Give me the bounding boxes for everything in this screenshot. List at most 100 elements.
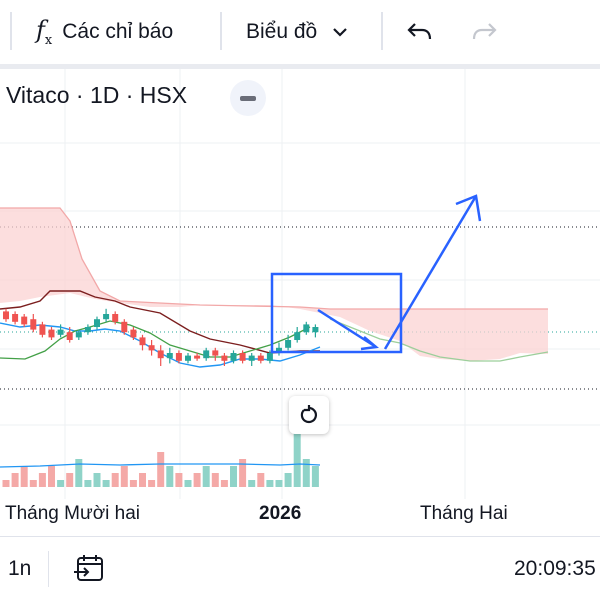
volume-bar bbox=[193, 473, 201, 487]
candle-body bbox=[39, 324, 46, 335]
volume-bar bbox=[120, 466, 128, 487]
toolbar-shadow bbox=[0, 64, 600, 69]
candle-body bbox=[103, 314, 110, 320]
volume-bar bbox=[220, 480, 228, 487]
toolbar-divider bbox=[381, 12, 383, 50]
kijun-line bbox=[0, 290, 320, 354]
volume-bar bbox=[139, 473, 146, 487]
top-toolbar: fx Các chỉ báo Biểu đồ bbox=[0, 0, 600, 64]
senkou-span-b bbox=[329, 318, 549, 362]
chart-type-label: Biểu đồ bbox=[246, 20, 318, 43]
bottom-bar: 1n 20:09:35 bbox=[0, 536, 600, 601]
redo-button[interactable] bbox=[470, 0, 498, 64]
candle-body bbox=[66, 332, 73, 340]
volume-bar bbox=[129, 480, 137, 487]
time-axis-label: Tháng Mười hai bbox=[5, 503, 141, 524]
volume-group bbox=[2, 431, 319, 487]
chart-type-button[interactable]: Biểu đồ bbox=[246, 0, 349, 64]
ichimoku-cloud bbox=[0, 208, 548, 361]
candle-body bbox=[121, 321, 128, 333]
candle-body bbox=[75, 332, 82, 338]
volume-bar bbox=[266, 480, 274, 487]
arrow-projection-long[interactable] bbox=[383, 194, 482, 350]
volume-bar bbox=[93, 473, 101, 487]
candle-body bbox=[303, 324, 310, 333]
range-button-1y[interactable]: 1n bbox=[8, 537, 31, 601]
chevron-down-icon bbox=[333, 28, 348, 37]
volume-bar bbox=[257, 473, 265, 487]
candle-body bbox=[294, 332, 301, 340]
candle-body bbox=[203, 350, 210, 359]
volume-ma-line bbox=[0, 463, 321, 468]
candle-body bbox=[285, 340, 292, 348]
candle-body bbox=[194, 355, 201, 359]
time-axis-label: Tháng Hai bbox=[420, 503, 508, 524]
symbol-title: Vitaco · 1D · HSX bbox=[6, 82, 188, 108]
bottom-divider bbox=[48, 551, 49, 587]
candle-body bbox=[139, 337, 146, 346]
legend-collapse-button[interactable] bbox=[230, 80, 266, 116]
go-to-date-button[interactable] bbox=[72, 537, 106, 601]
candle-body bbox=[48, 329, 55, 338]
candle-body bbox=[230, 353, 237, 361]
volume-bar bbox=[38, 473, 46, 487]
clock-text: 20:09:35 bbox=[514, 557, 596, 580]
volume-bar bbox=[175, 473, 183, 487]
volume-bar bbox=[302, 459, 310, 487]
undo-icon bbox=[407, 23, 432, 40]
indicators-button[interactable]: fx Các chỉ báo bbox=[36, 0, 173, 64]
volume-bar bbox=[75, 459, 83, 487]
candle-body bbox=[175, 353, 182, 361]
candle-body bbox=[257, 355, 264, 361]
reset-chart-button[interactable] bbox=[289, 396, 329, 434]
candle-body bbox=[239, 353, 246, 361]
arrow-projection-short[interactable] bbox=[317, 308, 379, 351]
range-label: 1n bbox=[8, 557, 32, 580]
volume-bar bbox=[157, 452, 165, 487]
candle-body bbox=[266, 353, 273, 361]
time-axis-label-year: 2026 bbox=[259, 503, 302, 524]
candle-body bbox=[166, 353, 173, 359]
volume-bar bbox=[2, 480, 10, 487]
volume-bar bbox=[66, 473, 74, 487]
volume-bar bbox=[111, 473, 119, 487]
candle-body bbox=[30, 319, 37, 330]
volume-bar bbox=[248, 480, 256, 487]
volume-bar bbox=[311, 466, 319, 487]
volume-bar bbox=[48, 466, 55, 487]
indicators-label: Các chỉ báo bbox=[62, 20, 174, 43]
candle-body bbox=[276, 347, 282, 353]
calendar-goto-icon bbox=[74, 555, 103, 581]
toolbar-divider bbox=[220, 12, 222, 50]
candle-body bbox=[157, 350, 164, 359]
volume-bar bbox=[29, 480, 37, 487]
volume-bar bbox=[184, 480, 192, 487]
candle-body bbox=[112, 314, 119, 322]
reset-icon bbox=[300, 405, 317, 424]
candle-body bbox=[130, 329, 137, 338]
volume-bar bbox=[148, 480, 156, 487]
clock: 20:09:35 bbox=[514, 537, 596, 601]
lagging-span bbox=[0, 320, 311, 360]
candle-body bbox=[12, 314, 19, 322]
minus-icon bbox=[240, 95, 256, 101]
price-chart[interactable] bbox=[0, 69, 600, 529]
chart-legend[interactable]: Vitaco · 1D · HSX bbox=[6, 82, 187, 109]
volume-bar bbox=[239, 459, 247, 487]
candle-body bbox=[3, 311, 9, 320]
volume-bar bbox=[275, 480, 283, 487]
candle-body bbox=[84, 327, 91, 333]
volume-bar bbox=[293, 431, 301, 487]
volume-bar bbox=[84, 480, 92, 487]
volume-bar bbox=[211, 473, 219, 487]
undo-button[interactable] bbox=[406, 0, 434, 64]
candle-body bbox=[248, 355, 255, 361]
highlight-rectangle[interactable] bbox=[270, 272, 403, 354]
volume-bar bbox=[166, 466, 174, 487]
candle-body bbox=[94, 319, 100, 327]
volume-bar bbox=[57, 480, 65, 487]
volume-bar bbox=[102, 480, 110, 487]
candle-body bbox=[148, 345, 155, 351]
fx-icon: fx bbox=[36, 16, 53, 48]
toolbar-divider bbox=[10, 12, 12, 50]
